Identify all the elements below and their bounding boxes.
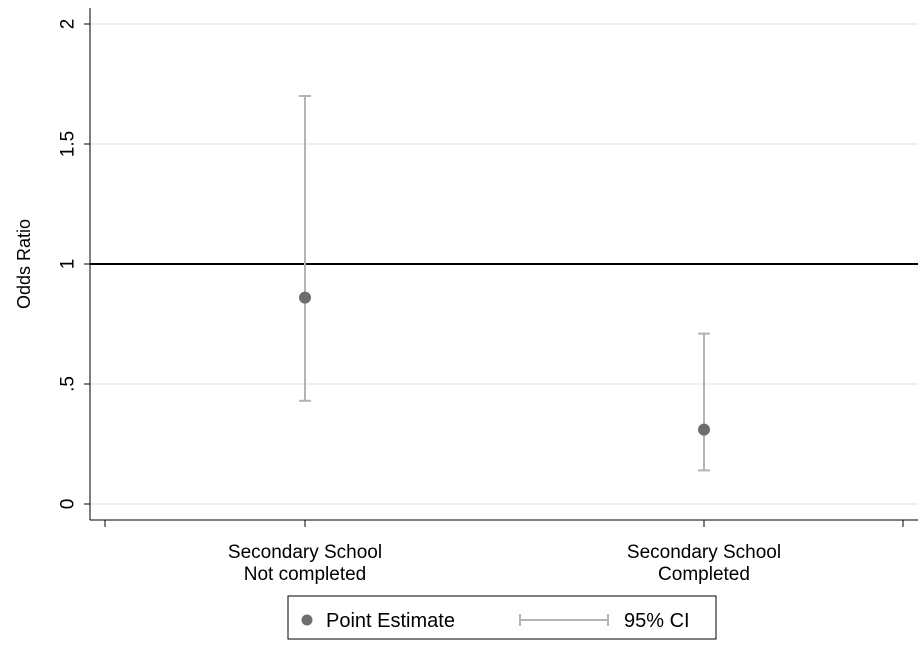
category-label-line1: Secondary School [228, 542, 382, 563]
y-tick-label: .5 [58, 376, 79, 392]
axis-layer [84, 8, 918, 527]
y-tick-label: 1 [58, 259, 79, 270]
y-tick-label: 2 [58, 19, 79, 30]
y-tick-label: 0 [58, 499, 79, 510]
y-tick-label: 1.5 [58, 131, 79, 157]
legend-label-point-estimate: Point Estimate [326, 610, 455, 632]
y-axis-title: Odds Ratio [14, 219, 34, 309]
category-label-line2: Completed [658, 564, 750, 585]
point-estimate-marker [299, 291, 311, 304]
legend-point-marker [301, 614, 313, 626]
category-label-line1: Secondary School [627, 542, 781, 563]
point-estimate-marker [698, 423, 710, 436]
legend-label-95-ci: 95% CI [624, 610, 690, 632]
category-label-line2: Not completed [244, 564, 367, 585]
data-layer [299, 95, 710, 472]
legend-box [287, 595, 717, 640]
legend: Point Estimate 95% CI [287, 595, 717, 640]
